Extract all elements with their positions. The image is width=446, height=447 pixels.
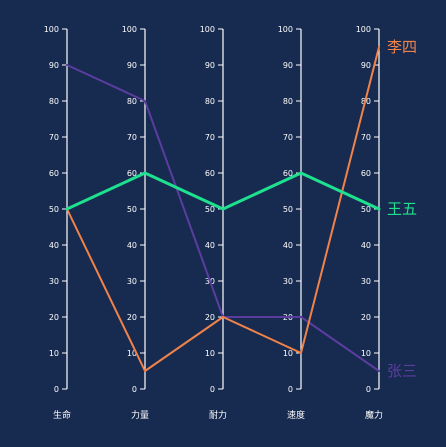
tick-label: 10 — [205, 349, 215, 358]
tick-label: 100 — [122, 25, 137, 34]
tick-label: 0 — [288, 385, 293, 394]
tick-label: 60 — [361, 169, 371, 178]
series-label-2: 李四 — [387, 38, 417, 56]
tick-label: 80 — [283, 97, 293, 106]
tick-label: 80 — [49, 97, 59, 106]
tick-label: 90 — [283, 61, 293, 70]
tick-label: 50 — [205, 205, 215, 214]
tick-label: 60 — [205, 169, 215, 178]
tick-label: 70 — [205, 133, 215, 142]
tick-label: 10 — [361, 349, 371, 358]
tick-label: 70 — [49, 133, 59, 142]
tick-label: 100 — [356, 25, 371, 34]
tick-label: 20 — [127, 313, 137, 322]
tick-label: 60 — [49, 169, 59, 178]
tick-label: 30 — [49, 277, 59, 286]
tick-label: 80 — [127, 97, 137, 106]
tick-label: 20 — [49, 313, 59, 322]
axis-label: 速度 — [287, 409, 305, 421]
tick-label: 70 — [283, 133, 293, 142]
axis-label: 力量 — [131, 409, 149, 421]
tick-label: 30 — [361, 277, 371, 286]
tick-label: 0 — [132, 385, 137, 394]
tick-label: 30 — [283, 277, 293, 286]
tick-label: 40 — [127, 241, 137, 250]
axis-1: 0 10 20 30 40 50 60 70 80 90 100 生命 — [44, 25, 71, 421]
tick-label: 20 — [361, 313, 371, 322]
tick-label: 50 — [49, 205, 59, 214]
series-label-1: 张三 — [387, 362, 417, 380]
tick-label: 80 — [205, 97, 215, 106]
tick-label: 10 — [283, 349, 293, 358]
tick-label: 70 — [361, 133, 371, 142]
tick-label: 0 — [366, 385, 371, 394]
series-label-3: 王五 — [387, 200, 417, 218]
tick-label: 0 — [54, 385, 59, 394]
tick-label: 90 — [127, 61, 137, 70]
tick-label: 90 — [49, 61, 59, 70]
tick-label: 50 — [127, 205, 137, 214]
tick-label: 30 — [127, 277, 137, 286]
tick-label: 10 — [49, 349, 59, 358]
axis-label: 耐力 — [209, 409, 227, 421]
tick-label: 100 — [278, 25, 293, 34]
tick-label: 40 — [205, 241, 215, 250]
tick-label: 100 — [44, 25, 59, 34]
tick-label: 40 — [361, 241, 371, 250]
tick-label: 90 — [205, 61, 215, 70]
axis-label: 生命 — [53, 409, 71, 421]
tick-label: 100 — [200, 25, 215, 34]
tick-label: 90 — [361, 61, 371, 70]
tick-label: 50 — [361, 205, 371, 214]
tick-label: 70 — [127, 133, 137, 142]
axes-group: 0102030405060708090100生命0102030405060708… — [44, 25, 383, 421]
tick-label: 0 — [210, 385, 215, 394]
tick-label: 20 — [205, 313, 215, 322]
tick-label: 40 — [49, 241, 59, 250]
tick-label: 40 — [283, 241, 293, 250]
axis-label: 魔力 — [365, 409, 383, 421]
tick-label: 50 — [283, 205, 293, 214]
